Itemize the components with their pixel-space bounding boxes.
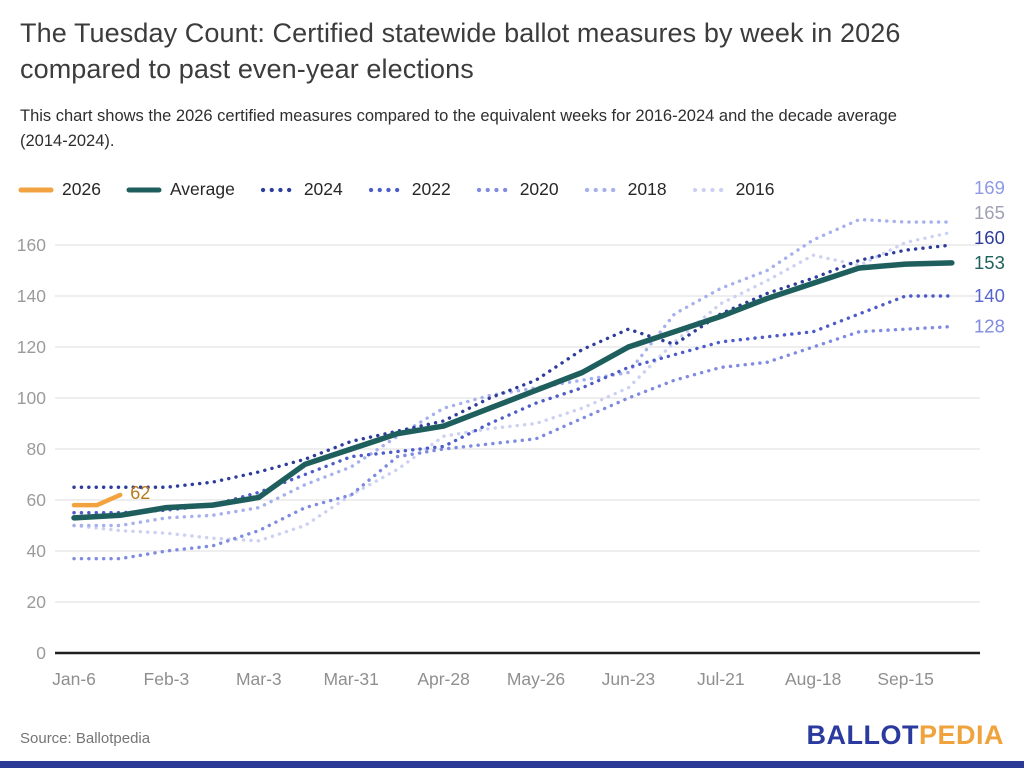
legend-swatch-icon bbox=[584, 187, 619, 192]
series-line-2022 bbox=[72, 294, 954, 515]
legend-item-2026: 2026 bbox=[18, 179, 101, 200]
logo-ballot-text: BALLOT bbox=[806, 720, 919, 750]
y-tick-label: 160 bbox=[17, 235, 46, 255]
source-credit: Source: Ballotpedia bbox=[20, 730, 151, 747]
chart-subtitle: This chart shows the 2026 certified meas… bbox=[20, 107, 897, 150]
ballotpedia-logo: BALLOTPEDIA bbox=[806, 720, 1004, 751]
legend-swatch-icon bbox=[18, 187, 54, 192]
x-tick-label: Jul-21 bbox=[697, 669, 745, 689]
series-end-label: 165 bbox=[974, 202, 1005, 223]
legend-item-2016: 2016 bbox=[692, 179, 775, 200]
legend-item-2022: 2022 bbox=[368, 179, 451, 200]
legend-label: 2018 bbox=[627, 179, 667, 199]
x-tick-label: Mar-31 bbox=[323, 669, 378, 689]
legend-swatch-icon bbox=[368, 187, 403, 192]
footer-accent-bar bbox=[0, 761, 1024, 768]
legend-item-2024: 2024 bbox=[260, 179, 343, 200]
series-line-2020 bbox=[72, 324, 954, 561]
legend-item-average: Average bbox=[126, 179, 235, 200]
legend-label: 2020 bbox=[519, 179, 559, 199]
legend-label: 2022 bbox=[411, 179, 451, 199]
y-tick-label: 60 bbox=[27, 490, 47, 510]
x-tick-label: Jan-6 bbox=[52, 669, 96, 689]
series-end-label: 128 bbox=[974, 316, 1005, 337]
legend-swatch-icon bbox=[692, 187, 727, 192]
series-end-label: 140 bbox=[974, 285, 1005, 306]
legend-swatch-icon bbox=[126, 187, 162, 192]
legend-label: 2016 bbox=[735, 179, 775, 199]
series-line-2018 bbox=[72, 217, 954, 528]
series-end-label: 169 bbox=[974, 177, 1005, 198]
logo-pedia-text: PEDIA bbox=[918, 720, 1004, 750]
series-line-2024 bbox=[72, 243, 954, 489]
x-tick-label: Mar-3 bbox=[236, 669, 282, 689]
legend-swatch-icon bbox=[476, 187, 511, 192]
legend-label: 2024 bbox=[303, 179, 343, 199]
legend-item-2018: 2018 bbox=[584, 179, 667, 200]
x-tick-label: Jun-23 bbox=[602, 669, 656, 689]
y-tick-label: 0 bbox=[36, 643, 46, 663]
y-tick-label: 100 bbox=[17, 388, 46, 408]
legend-item-2020: 2020 bbox=[476, 179, 559, 200]
y-tick-label: 140 bbox=[17, 286, 46, 306]
page-title: The Tuesday Count: Certified statewide b… bbox=[20, 18, 901, 84]
y-tick-label: 20 bbox=[27, 592, 47, 612]
series-line-2026 bbox=[71, 492, 123, 508]
y-tick-label: 120 bbox=[17, 337, 46, 357]
x-tick-label: Apr-28 bbox=[417, 669, 470, 689]
series-end-label: 153 bbox=[974, 252, 1005, 273]
series-line-average bbox=[71, 260, 955, 521]
x-tick-label: May-26 bbox=[507, 669, 565, 689]
legend-label: Average bbox=[169, 179, 235, 199]
legend-label: 2026 bbox=[62, 179, 101, 199]
y-tick-label: 40 bbox=[27, 541, 47, 561]
x-tick-label: Feb-3 bbox=[144, 669, 190, 689]
series-end-label: 160 bbox=[974, 227, 1005, 248]
x-tick-label: Aug-18 bbox=[785, 669, 841, 689]
legend-swatch-icon bbox=[260, 187, 295, 192]
y-tick-label: 80 bbox=[27, 439, 47, 459]
current-value-label: 62 bbox=[130, 483, 150, 503]
chart-legend: 2026 Average 2024 2022 2020 2018 2016 bbox=[18, 179, 775, 200]
series-line-2016 bbox=[72, 230, 954, 543]
x-tick-label: Sep-15 bbox=[877, 669, 933, 689]
